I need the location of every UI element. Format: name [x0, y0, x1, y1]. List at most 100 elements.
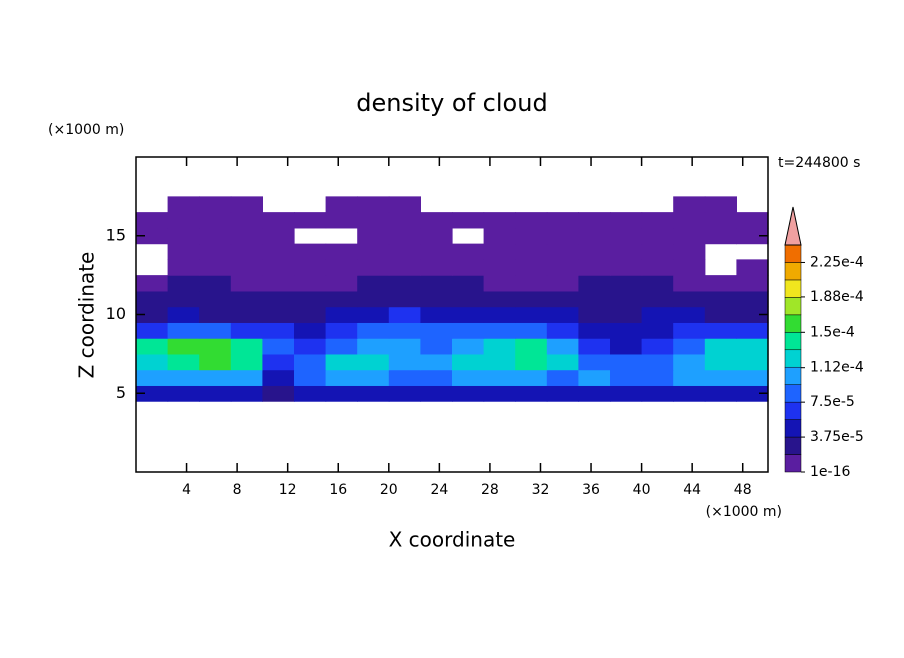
heat-cell	[230, 322, 263, 339]
heat-cell	[452, 353, 485, 371]
heat-cell	[199, 338, 232, 355]
heat-cell	[388, 259, 421, 276]
heat-cell	[610, 369, 643, 386]
heat-cell	[388, 322, 421, 339]
heat-cell	[294, 243, 327, 260]
heat-cell	[736, 385, 769, 402]
heat-cell	[388, 306, 421, 323]
heat-cell	[546, 385, 579, 402]
heat-cell	[199, 243, 232, 260]
heat-cell	[136, 322, 169, 339]
heat-cell	[167, 275, 200, 292]
heat-cell	[294, 369, 327, 386]
heat-cell	[199, 212, 232, 229]
colorbar-tick-label: 7.5e-5	[810, 394, 855, 410]
heat-cell	[262, 259, 295, 276]
heat-cell	[136, 227, 169, 245]
heat-cell	[230, 259, 263, 276]
heat-cell	[610, 227, 643, 245]
heat-cell	[546, 338, 579, 355]
heat-cell	[420, 369, 453, 386]
heat-cell	[641, 290, 674, 308]
heat-cell	[704, 385, 737, 402]
heat-cell	[515, 259, 548, 276]
heat-cell	[357, 212, 390, 229]
heat-cell	[325, 369, 358, 386]
heat-cell	[610, 306, 643, 323]
heat-cell	[199, 259, 232, 276]
heat-cell	[420, 227, 453, 245]
colorbar-tick-label: 1e-16	[810, 464, 850, 480]
heat-cell	[673, 275, 706, 292]
heat-cell	[610, 275, 643, 292]
colorbar-band	[784, 244, 802, 263]
heat-cell	[641, 212, 674, 229]
heat-cell	[673, 338, 706, 355]
heat-cell	[357, 196, 390, 213]
heat-cell	[199, 322, 232, 339]
heat-cell	[483, 227, 516, 245]
x-tick-label: 12	[279, 482, 297, 498]
heat-cell	[294, 306, 327, 323]
x-tick-label: 40	[633, 482, 651, 498]
colorbar-band	[784, 401, 802, 420]
heat-cell	[230, 227, 263, 245]
heat-cell	[294, 275, 327, 292]
heat-cell	[325, 212, 358, 229]
heat-cell	[136, 369, 169, 386]
heat-cell	[388, 243, 421, 260]
heat-cell	[136, 275, 169, 292]
colorbar-band	[784, 436, 802, 455]
heat-cell	[515, 212, 548, 229]
heat-cell	[704, 353, 737, 371]
heat-cell	[167, 338, 200, 355]
colorbar-band	[784, 349, 802, 368]
heat-cell	[641, 306, 674, 323]
heat-cell	[515, 290, 548, 308]
heat-cell	[578, 243, 611, 260]
heat-cell	[483, 322, 516, 339]
heat-cell	[420, 212, 453, 229]
heat-cell	[610, 243, 643, 260]
heat-cell	[704, 275, 737, 292]
heat-cell	[294, 259, 327, 276]
heat-cell	[167, 259, 200, 276]
heat-cell	[515, 322, 548, 339]
heat-cell	[736, 306, 769, 323]
heat-cell	[483, 212, 516, 229]
heat-cell	[230, 306, 263, 323]
heat-cell	[420, 322, 453, 339]
heat-cell	[388, 290, 421, 308]
heat-cell	[546, 212, 579, 229]
heat-cell	[230, 353, 263, 371]
heat-cell	[167, 385, 200, 402]
heat-cell	[578, 275, 611, 292]
x-tick-label: 28	[481, 482, 499, 498]
heat-cell	[420, 259, 453, 276]
heat-cell	[294, 338, 327, 355]
heat-cell	[546, 306, 579, 323]
heat-cell	[578, 290, 611, 308]
heat-cell	[325, 353, 358, 371]
heat-cell	[483, 259, 516, 276]
heat-cell	[357, 306, 390, 323]
heat-cell	[641, 275, 674, 292]
heat-cell	[357, 338, 390, 355]
colorbar-band	[784, 332, 802, 351]
heat-cell	[641, 385, 674, 402]
heat-cell	[167, 196, 200, 213]
heat-cell	[673, 290, 706, 308]
heat-cell	[515, 338, 548, 355]
heat-cell	[357, 353, 390, 371]
heat-cell	[325, 259, 358, 276]
heat-cell	[546, 290, 579, 308]
heat-cell	[167, 306, 200, 323]
heat-cell	[325, 385, 358, 402]
x-tick-label: 36	[582, 482, 600, 498]
heat-cell	[546, 369, 579, 386]
y-tick-label: 10	[106, 304, 126, 323]
heat-cell	[294, 290, 327, 308]
heat-cell	[483, 385, 516, 402]
x-tick-label: 20	[380, 482, 398, 498]
